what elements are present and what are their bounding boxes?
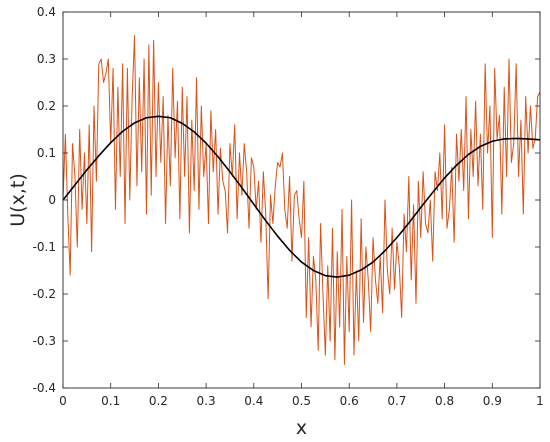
noisy-series-line xyxy=(62,35,541,365)
x-tick-label: 0 xyxy=(59,394,67,408)
x-tick-label: 0.5 xyxy=(292,394,311,408)
x-tick-label: 0.4 xyxy=(244,394,263,408)
y-tick-label: 0.1 xyxy=(37,146,56,160)
x-tick-label: 0.8 xyxy=(435,394,454,408)
y-tick-label: 0.2 xyxy=(37,99,56,113)
y-tick-label: -0.2 xyxy=(33,287,56,301)
x-tick-label: 1 xyxy=(536,394,544,408)
x-tick-label: 0.6 xyxy=(340,394,359,408)
y-tick-label: 0 xyxy=(48,193,56,207)
x-tick-label: 0.9 xyxy=(483,394,502,408)
y-tick-label: 0.4 xyxy=(37,5,56,19)
x-tick-label: 0.3 xyxy=(197,394,216,408)
y-tick-label: -0.4 xyxy=(33,381,56,395)
y-axis-ticks: -0.4 -0.3 -0.2 -0.1 0 0.1 0.2 0.3 0.4 xyxy=(33,5,540,395)
smooth-series-line xyxy=(62,115,541,278)
axes-box xyxy=(62,11,541,389)
x-tick-label: 0.2 xyxy=(149,394,168,408)
y-tick-label: -0.1 xyxy=(33,240,56,254)
y-tick-label: -0.3 xyxy=(33,334,56,348)
x-axis-label: x xyxy=(296,417,307,439)
x-axis-ticks: 0 0.1 0.2 0.3 0.4 0.5 0.6 0.7 0.8 0.9 1 xyxy=(59,12,544,408)
x-tick-label: 0.1 xyxy=(101,394,120,408)
plot-area xyxy=(62,35,541,365)
x-tick-label: 0.7 xyxy=(387,394,406,408)
y-axis-label: U(x,t) xyxy=(7,173,29,226)
y-tick-label: 0.3 xyxy=(37,52,56,66)
